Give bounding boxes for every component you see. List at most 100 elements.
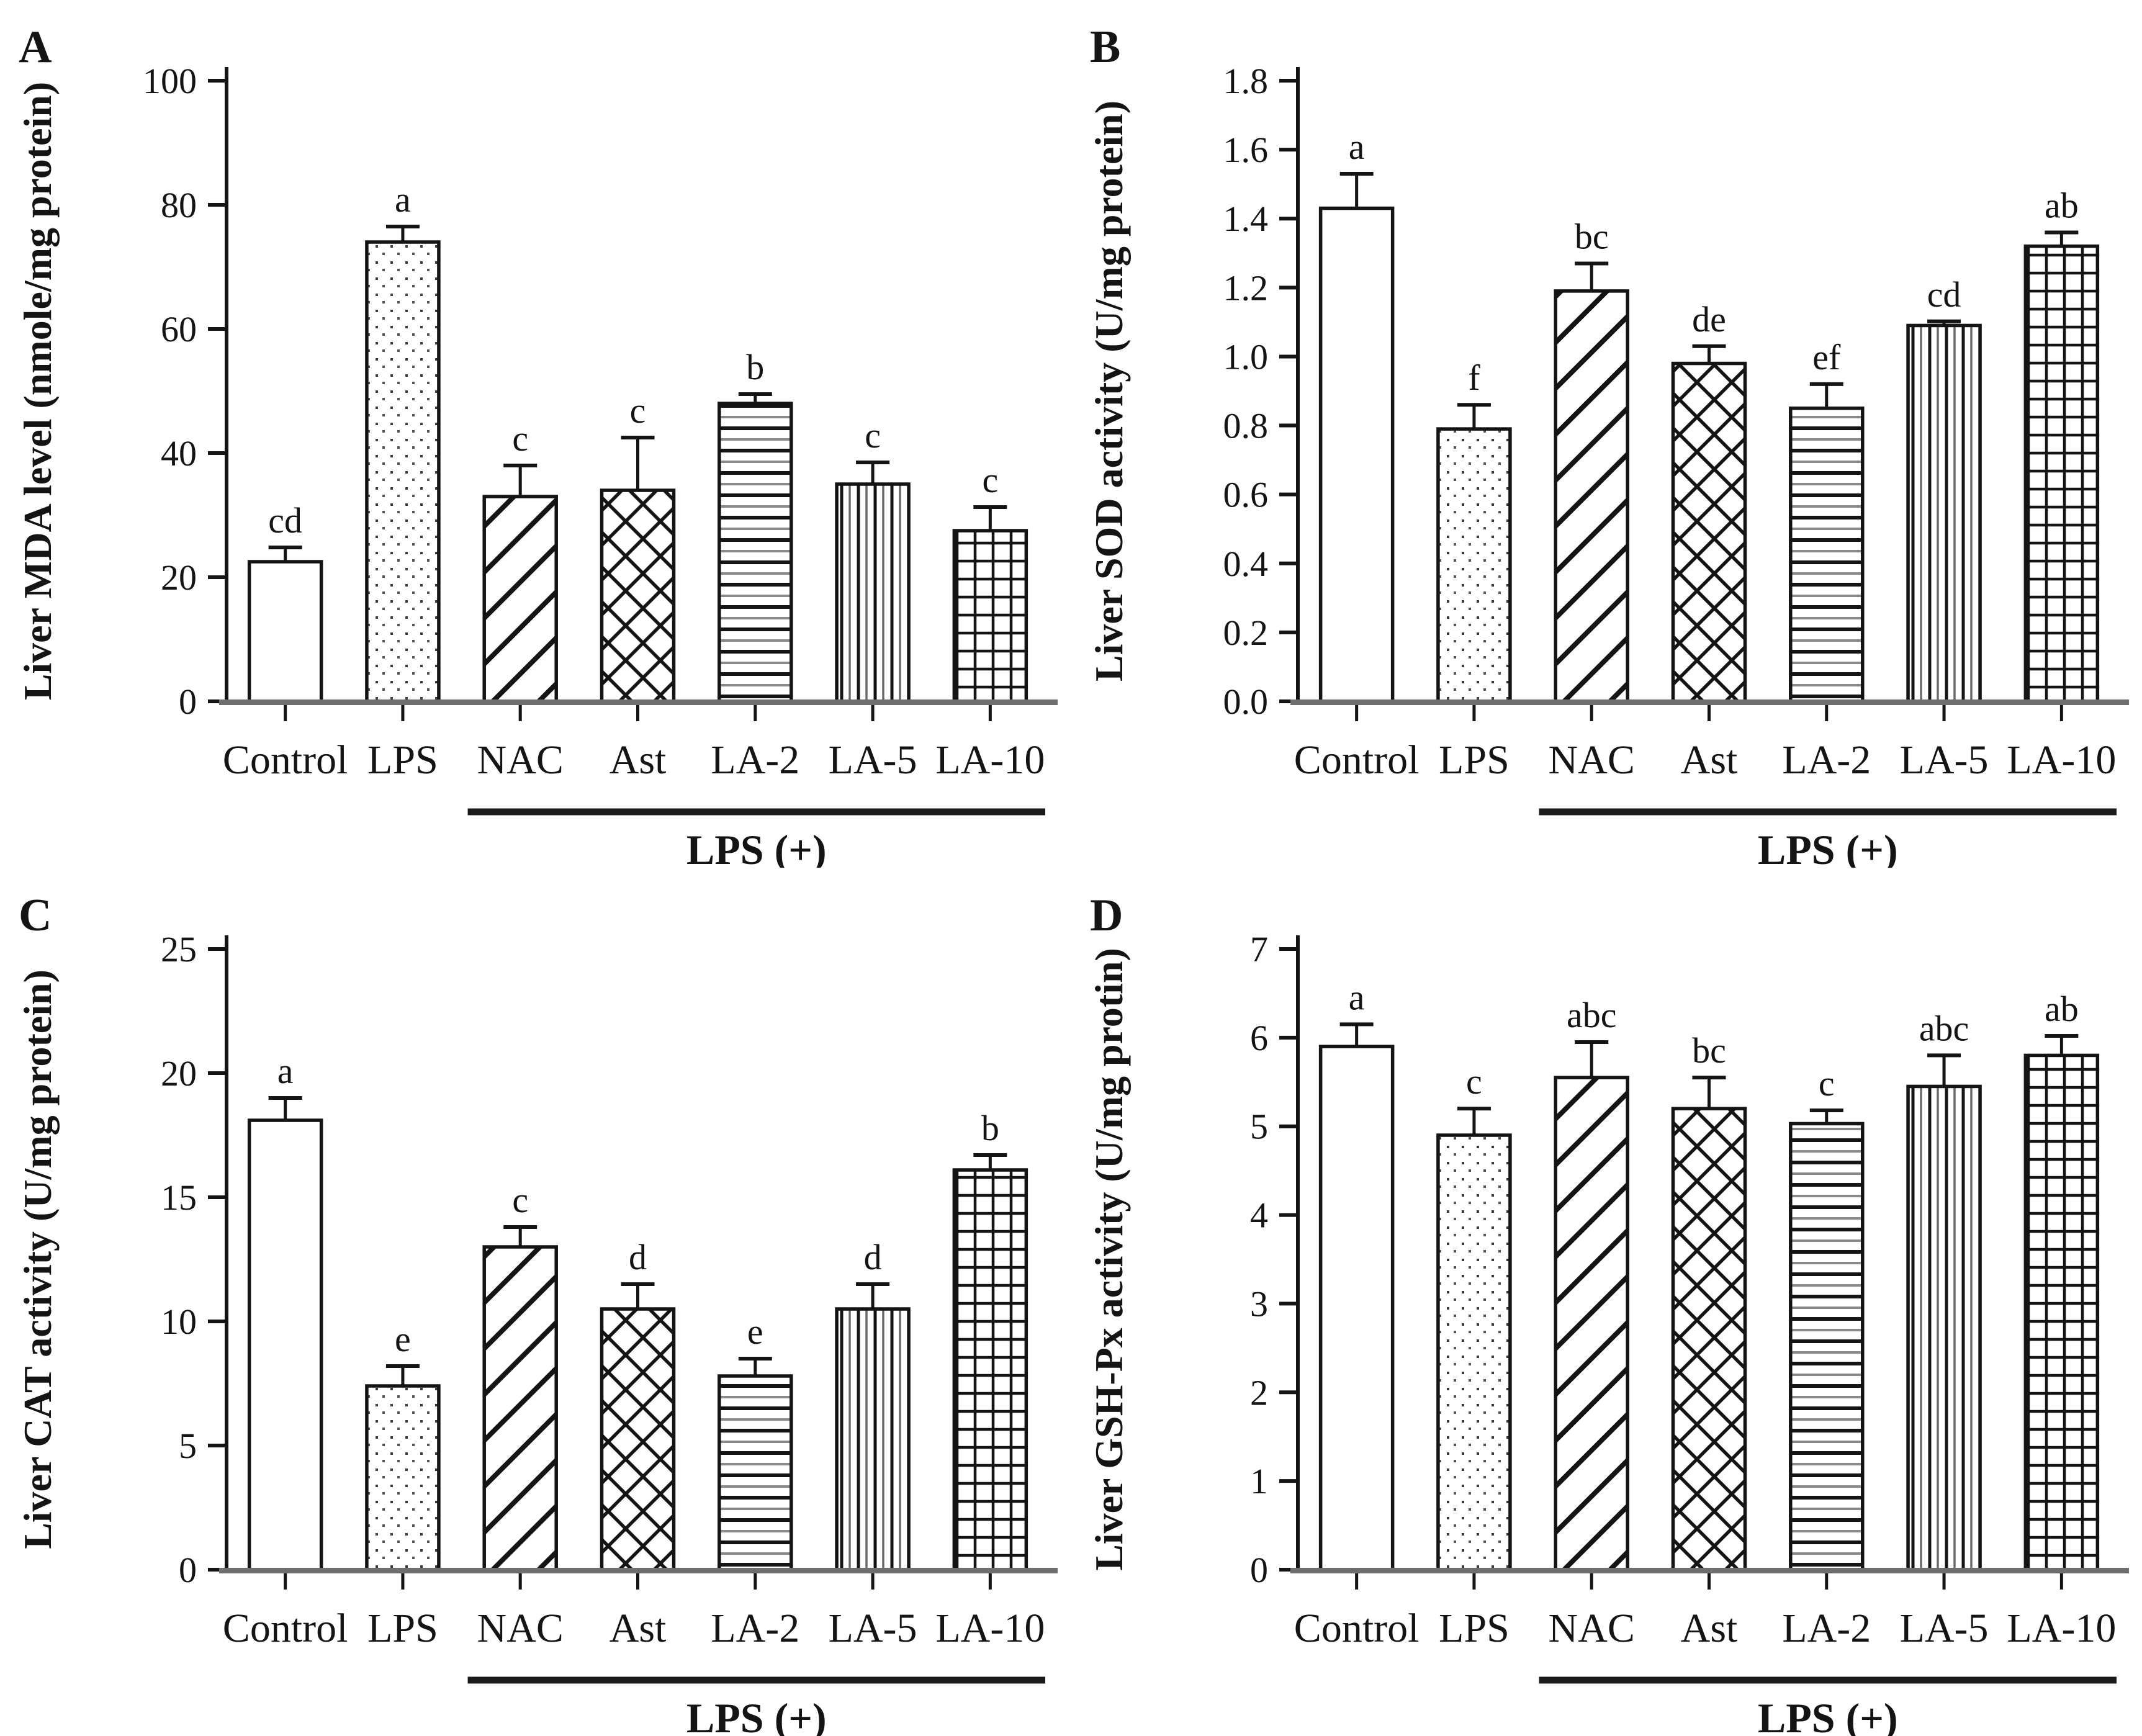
bar-Ast	[1671, 1107, 1747, 1572]
panel-B: B 0.0 0.2 0.4 0.6 0.8 1.0 1.2 1.4 1.6 1.8 Liver SOD…	[1071, 0, 2142, 873]
sig-letter: a	[395, 179, 411, 220]
sig-letter: cd	[1927, 274, 1961, 315]
bar-Ast	[600, 488, 676, 703]
bar-LA-5	[1906, 1084, 1982, 1572]
x-axis-baseline	[219, 699, 1058, 705]
y-tick-label: 0	[1250, 1550, 1268, 1590]
sig-letter: cd	[268, 500, 302, 541]
x-label-LA-2: LA-2	[711, 737, 799, 783]
x-label-LPS: LPS	[1439, 737, 1510, 783]
sig-letter: ef	[1812, 337, 1841, 377]
group-label: LPS (+)	[1758, 1694, 1898, 1736]
y-axis-title: Liver MDA level (nmole/mg protein)	[16, 82, 60, 701]
x-label-LPS: LPS	[367, 1606, 438, 1651]
bar-LA-10	[952, 1168, 1028, 1572]
sig-letter: c	[1466, 1061, 1482, 1102]
bar-LA-10	[2023, 244, 2100, 703]
bar-Control	[247, 560, 323, 703]
group-label: LPS (+)	[686, 1694, 827, 1736]
y-tick-label: 3	[1250, 1284, 1268, 1324]
x-label-LA-10: LA-10	[2007, 737, 2116, 783]
sig-letter: e	[395, 1319, 411, 1359]
x-label-LA-5: LA-5	[829, 1606, 917, 1651]
y-tick-label: 1.2	[1223, 268, 1269, 308]
y-tick-label: 6	[1250, 1018, 1268, 1058]
bar-Ast	[600, 1307, 676, 1572]
sig-letter: bc	[1692, 1030, 1726, 1071]
y-tick-label: 7	[1250, 929, 1268, 969]
panel-letter-B: B	[1090, 22, 1120, 73]
group-label: LPS (+)	[1758, 826, 1898, 868]
bar-LA-5	[1906, 323, 1982, 703]
y-tick-label: 2	[1250, 1372, 1268, 1413]
y-axis-title: Liver SOD activity (U/mg protein)	[1087, 101, 1131, 681]
y-tick-label: 20	[161, 557, 197, 598]
sig-letter: a	[1349, 977, 1365, 1017]
x-axis-baseline	[1290, 1568, 2129, 1573]
x-label-LA-5: LA-5	[1900, 1606, 1989, 1651]
sig-letter: abc	[1567, 995, 1617, 1035]
bar-Control	[247, 1118, 323, 1572]
y-axis-title: Liver GSH-Px activity (U/mg protin)	[1087, 948, 1131, 1571]
x-label-Ast: Ast	[610, 1606, 667, 1651]
y-tick-label: 1.4	[1223, 199, 1269, 239]
bar-LPS	[1436, 1133, 1512, 1572]
y-tick-label: 0.8	[1223, 406, 1269, 446]
panel-C-chart: C 0 5 10 15 20 25 Liver CAT activity (U/mg prot…	[16, 890, 1058, 1736]
y-tick-label: 15	[161, 1177, 197, 1218]
sig-letter: bc	[1575, 216, 1609, 256]
bar-LA-5	[835, 482, 911, 703]
sig-letter: a	[277, 1051, 294, 1091]
panel-letter-A: A	[19, 22, 52, 73]
x-label-NAC: NAC	[477, 1606, 564, 1651]
y-tick-label: 20	[161, 1053, 197, 1094]
bar-LA-10	[2023, 1053, 2100, 1572]
x-label-LA-5: LA-5	[829, 737, 917, 783]
bar-LA-2	[718, 1374, 793, 1572]
x-label-NAC: NAC	[1549, 737, 1635, 783]
panel-C: C 0 5 10 15 20 25 Liver CAT activity (U/mg prot…	[0, 868, 1071, 1736]
sig-letter: a	[1349, 127, 1365, 167]
bar-LA-2	[1789, 407, 1865, 703]
bar-LPS	[1436, 427, 1512, 703]
panel-letter-D: D	[1090, 890, 1123, 941]
x-label-Ast: Ast	[610, 737, 667, 783]
x-label-LA-5: LA-5	[1900, 737, 1989, 783]
sig-letter: de	[1692, 299, 1726, 340]
sig-letter: c	[512, 1180, 528, 1220]
bar-LPS	[365, 240, 441, 703]
x-label-LA-2: LA-2	[711, 1606, 799, 1651]
x-label-LA-10: LA-10	[935, 1606, 1045, 1651]
panel-B-chart: B 0.0 0.2 0.4 0.6 0.8 1.0 1.2 1.4 1.6 1.8 Liver SOD…	[1087, 22, 2129, 873]
x-label-Control: Control	[223, 1606, 348, 1651]
y-tick-label: 25	[161, 929, 197, 969]
sig-letter: ab	[2045, 185, 2079, 225]
sig-letter: c	[630, 390, 646, 431]
x-label-Ast: Ast	[1681, 737, 1738, 783]
y-tick-label: 5	[179, 1426, 197, 1466]
bar-LA-10	[952, 529, 1028, 703]
bar-LA-2	[1789, 1122, 1865, 1572]
x-label-LA-10: LA-10	[935, 737, 1045, 783]
bar-NAC	[1554, 289, 1629, 703]
y-tick-label: 5	[1250, 1107, 1268, 1147]
x-label-NAC: NAC	[1549, 1606, 1635, 1651]
panel-A: A 0 20 40 60 80 100 Liver MDA level (nmole/mg p…	[0, 0, 1071, 873]
bar-LPS	[365, 1384, 441, 1572]
bar-NAC	[482, 1245, 558, 1572]
sig-letter: b	[746, 347, 764, 387]
y-tick-label: 1.0	[1223, 336, 1269, 377]
bar-Control	[1318, 1045, 1395, 1572]
x-label-LA-2: LA-2	[1782, 737, 1871, 783]
bar-LA-2	[718, 402, 793, 703]
y-tick-label: 100	[143, 61, 197, 101]
sig-letter: e	[747, 1311, 763, 1352]
y-tick-label: 1.6	[1223, 130, 1269, 170]
sig-letter: d	[864, 1237, 882, 1277]
sig-letter: b	[981, 1108, 999, 1148]
sig-letter: d	[629, 1237, 647, 1277]
panel-letter-C: C	[19, 890, 52, 941]
y-tick-label: 0.6	[1223, 475, 1269, 515]
y-tick-label: 0.0	[1223, 681, 1269, 722]
